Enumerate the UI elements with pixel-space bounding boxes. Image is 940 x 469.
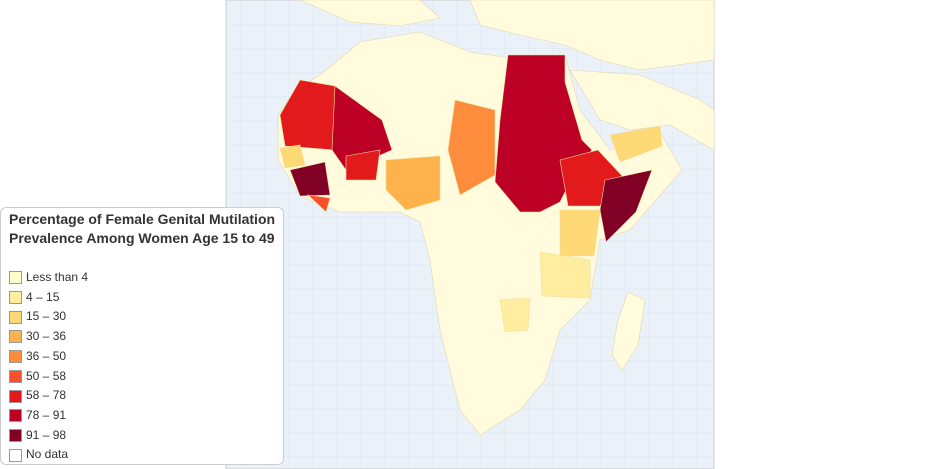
europe bbox=[299, 0, 441, 27]
legend-swatch bbox=[9, 310, 22, 324]
europe-asia bbox=[469, 0, 715, 71]
legend-item: 30 – 36 bbox=[9, 329, 67, 344]
legend-swatch bbox=[9, 409, 22, 423]
legend-swatch bbox=[9, 389, 22, 403]
legend-swatch bbox=[9, 291, 22, 305]
legend-item: 50 – 58 bbox=[9, 369, 66, 383]
legend-label: 91 – 98 bbox=[26, 427, 67, 442]
legend-title: Percentage of Female Genital Mutilation … bbox=[9, 211, 276, 246]
legend-label: 30 – 36 bbox=[26, 329, 67, 344]
legend-swatch bbox=[9, 428, 22, 442]
legend-label: 4 – 15 bbox=[26, 289, 60, 304]
legend-item: 36 – 50 bbox=[9, 348, 67, 364]
guinea bbox=[289, 161, 331, 197]
somalia bbox=[599, 169, 653, 243]
legend-label: No data bbox=[26, 447, 69, 462]
legend-item: 15 – 30 bbox=[9, 309, 67, 324]
legend-swatch bbox=[9, 369, 22, 383]
nigeria bbox=[385, 155, 441, 211]
countries bbox=[279, 54, 663, 333]
yemen bbox=[609, 125, 663, 163]
zambia bbox=[499, 297, 531, 333]
legend-item: 91 – 98 bbox=[9, 428, 66, 442]
legend: Percentage of Female Genital Mutilation … bbox=[0, 207, 284, 465]
chad bbox=[447, 99, 496, 196]
legend-swatch bbox=[9, 271, 22, 285]
legend-label: 58 – 78 bbox=[26, 388, 67, 403]
legend-label: Less than 4 bbox=[26, 270, 89, 284]
legend-item: No data bbox=[9, 447, 69, 462]
burkina-faso bbox=[345, 149, 381, 181]
legend-item: 58 – 78 bbox=[9, 388, 67, 403]
senegal bbox=[279, 144, 306, 169]
legend-item: Less than 4 bbox=[9, 270, 89, 285]
legend-label: 15 – 30 bbox=[26, 309, 67, 324]
legend-label: 36 – 50 bbox=[26, 348, 67, 363]
legend-swatch bbox=[9, 448, 22, 462]
mauritania bbox=[279, 79, 336, 151]
arabia bbox=[569, 69, 715, 151]
madagascar bbox=[611, 291, 646, 371]
liberia bbox=[307, 194, 331, 213]
legend-swatch bbox=[9, 350, 22, 364]
legend-label: 50 – 58 bbox=[26, 368, 67, 383]
legend-swatch bbox=[9, 330, 22, 344]
legend-item: 4 – 15 bbox=[9, 289, 60, 305]
kenya bbox=[559, 209, 601, 257]
legend-item: 78 – 91 bbox=[9, 407, 67, 423]
tanzania bbox=[539, 251, 591, 299]
legend-label: 78 – 91 bbox=[26, 407, 67, 422]
